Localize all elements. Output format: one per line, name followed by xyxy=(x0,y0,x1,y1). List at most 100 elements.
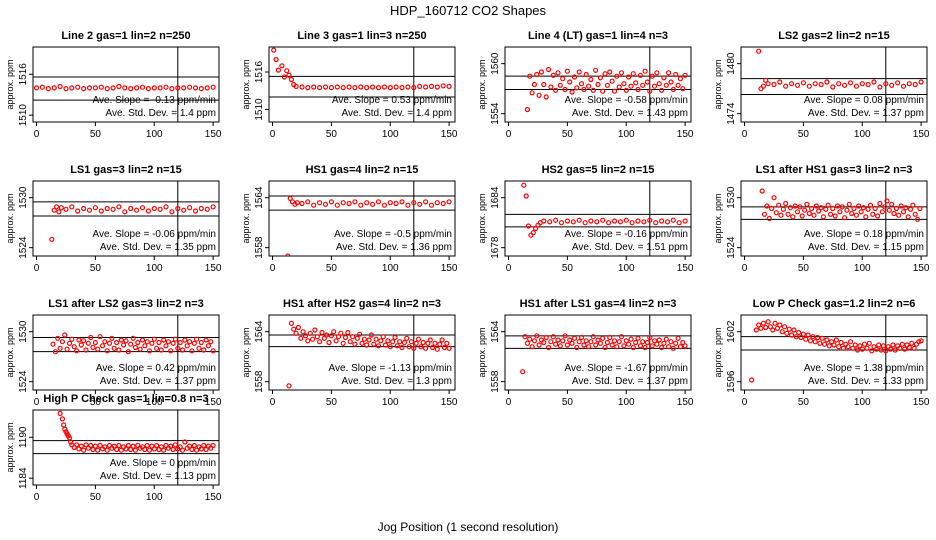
data-point xyxy=(534,71,540,78)
data-point xyxy=(380,334,386,340)
data-point xyxy=(560,76,566,82)
data-point xyxy=(387,84,393,91)
y-tick-label: 1524 xyxy=(18,370,29,393)
data-point xyxy=(810,334,816,340)
data-point xyxy=(550,72,556,78)
data-point xyxy=(574,85,580,91)
data-point xyxy=(592,342,599,348)
data-point xyxy=(434,346,440,352)
data-point xyxy=(765,81,771,87)
x-tick-label: 150 xyxy=(205,397,222,408)
data-point xyxy=(271,47,277,53)
data-point xyxy=(359,340,365,346)
data-point xyxy=(328,333,334,339)
data-point xyxy=(52,349,59,355)
x-tick-label: 150 xyxy=(441,397,458,408)
panel: Line 4 (LT) gas=1 lin=4 n=3 0 50 100 150 1554… xyxy=(477,30,694,140)
data-point xyxy=(548,339,554,345)
data-point xyxy=(411,84,417,91)
data-point xyxy=(139,337,146,343)
data-point xyxy=(564,218,571,224)
data-point xyxy=(550,334,556,340)
data-point xyxy=(294,200,300,206)
data-point xyxy=(543,94,549,100)
data-point xyxy=(668,79,674,85)
data-point xyxy=(555,70,561,76)
data-points xyxy=(271,47,452,91)
data-point xyxy=(99,343,106,349)
data-point xyxy=(59,339,66,345)
x-tick-label: 100 xyxy=(382,129,399,140)
data-point xyxy=(784,330,790,336)
data-point xyxy=(607,69,613,75)
data-point xyxy=(877,200,883,207)
data-point xyxy=(847,80,854,86)
data-point xyxy=(531,338,538,344)
data-point xyxy=(411,345,417,351)
std-dev-annotation: Ave. Std. Dev. = 1.43 ppm xyxy=(572,108,688,119)
panel-title: LS1 after LS2 gas=3 lin=2 n=3 xyxy=(48,298,204,310)
data-point xyxy=(765,319,771,325)
data-point xyxy=(771,195,777,201)
data-point xyxy=(779,329,785,335)
data-point xyxy=(623,217,629,223)
data-point xyxy=(653,220,659,226)
data-point xyxy=(158,347,164,353)
data-point xyxy=(617,219,624,225)
data-point xyxy=(527,73,533,79)
data-point xyxy=(322,84,329,90)
data-point xyxy=(834,203,841,209)
data-point xyxy=(892,347,898,353)
data-point xyxy=(88,442,94,449)
data-point xyxy=(524,106,531,113)
x-tick-label: 150 xyxy=(205,129,222,140)
data-point xyxy=(552,341,559,347)
data-point xyxy=(534,333,540,339)
data-points xyxy=(49,204,216,242)
data-point xyxy=(98,84,104,90)
data-point xyxy=(896,212,902,218)
data-point xyxy=(812,81,818,87)
data-point xyxy=(912,81,918,88)
data-point xyxy=(836,344,842,350)
data-point xyxy=(841,215,848,221)
data-point xyxy=(758,325,764,331)
data-point xyxy=(794,82,801,88)
data-point xyxy=(658,218,665,224)
x-tick-label: 50 xyxy=(326,397,338,408)
data-point xyxy=(146,447,153,453)
data-point xyxy=(116,442,122,449)
data-point xyxy=(800,331,807,337)
data-point xyxy=(335,334,342,340)
data-point xyxy=(80,85,87,92)
data-point xyxy=(144,442,150,449)
data-point xyxy=(644,339,651,346)
data-point xyxy=(803,336,809,342)
data-point xyxy=(102,339,108,345)
data-point xyxy=(884,198,890,204)
y-tick-label: 1530 xyxy=(726,186,737,209)
plot-frame xyxy=(268,46,456,123)
data-point xyxy=(381,202,387,208)
data-point xyxy=(151,85,157,91)
data-point xyxy=(854,347,861,353)
y-tick-label: 1596 xyxy=(726,370,737,393)
data-point xyxy=(571,74,578,80)
std-dev-annotation: Ave. Std. Dev. = 1.4 ppm xyxy=(341,108,452,119)
panel-title: Line 2 gas=1 lin=2 n=250 xyxy=(61,30,190,42)
data-point xyxy=(856,203,862,209)
data-point xyxy=(861,341,868,347)
data-point xyxy=(97,334,103,340)
data-point xyxy=(397,339,403,345)
data-point xyxy=(786,326,792,332)
data-point xyxy=(161,337,167,343)
panel: LS1 gas=3 lin=2 n=15 0 50 100 150 1524 1530app… xyxy=(5,164,222,274)
data-point xyxy=(647,88,653,94)
plot-frame xyxy=(32,409,220,486)
data-point xyxy=(181,207,187,213)
panel-title: Low P Check gas=1.2 lin=2 n=6 xyxy=(753,298,916,310)
data-point xyxy=(399,84,405,91)
data-point xyxy=(154,345,160,351)
data-point xyxy=(125,442,131,449)
data-point xyxy=(918,79,924,85)
